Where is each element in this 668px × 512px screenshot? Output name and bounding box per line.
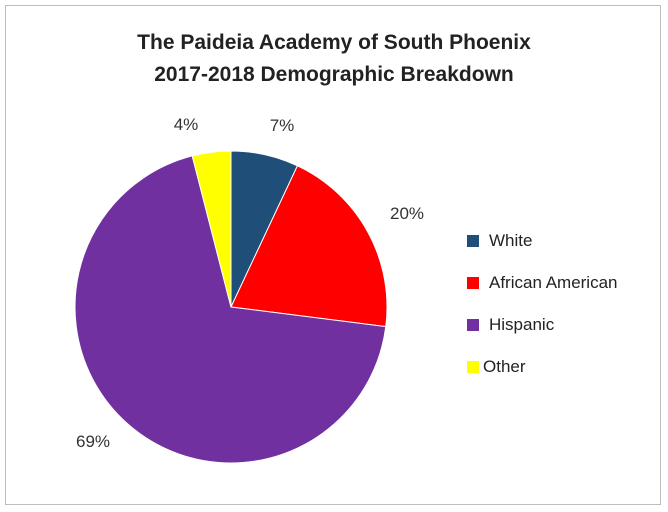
data-label-hispanic: 69% [76,432,110,451]
legend-label-other: Other [483,357,526,376]
data-label-white: 7% [270,116,295,135]
pie-slice-other [191,150,232,308]
chart-title-line-1: The Paideia Academy of South Phoenix [137,31,531,54]
legend-label-hispanic: Hispanic [489,315,555,334]
legend-label-white: White [489,231,533,250]
legend-item-hispanic: Hispanic [467,314,618,336]
legend-swatch-hispanic [467,319,479,331]
pie-slice-african-american [230,165,388,328]
legend: White African American Hispanic Other [467,230,618,398]
legend-swatch-white [467,235,479,247]
legend-swatch-african-american [467,277,479,289]
legend-swatch-other [467,361,479,373]
data-label-other: 4% [174,115,199,134]
legend-item-other: Other [467,356,618,378]
data-label-african-american: 20% [390,204,424,223]
legend-item-african-american: African American [467,272,618,294]
legend-label-african-american: African American [489,273,618,292]
pie-slice-hispanic [74,155,387,464]
chart-title-line-2: 2017-2018 Demographic Breakdown [154,63,514,86]
legend-item-white: White [467,230,618,252]
